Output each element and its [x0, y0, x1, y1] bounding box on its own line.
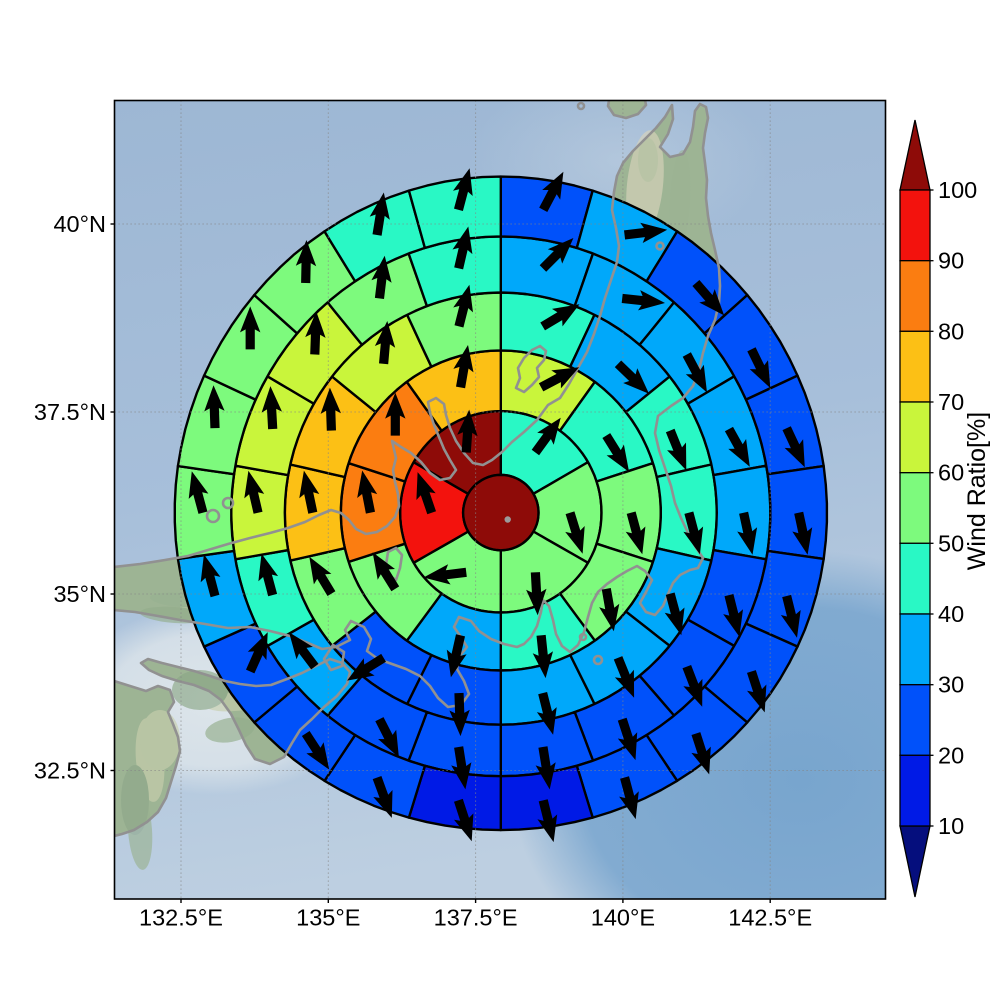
svg-text:35°N: 35°N	[53, 581, 106, 607]
svg-text:132.5°E: 132.5°E	[139, 905, 223, 931]
svg-text:70: 70	[938, 389, 964, 415]
svg-text:60: 60	[938, 460, 964, 486]
svg-text:20: 20	[938, 742, 964, 768]
svg-text:Wind Ratio[%]: Wind Ratio[%]	[963, 412, 991, 570]
svg-text:135°E: 135°E	[296, 905, 360, 931]
svg-text:142.5°E: 142.5°E	[728, 905, 812, 931]
svg-text:90: 90	[938, 248, 964, 274]
svg-text:30: 30	[938, 672, 964, 698]
svg-text:100: 100	[938, 177, 977, 203]
svg-text:40: 40	[938, 601, 964, 627]
svg-text:140°E: 140°E	[591, 905, 655, 931]
svg-text:40°N: 40°N	[53, 211, 106, 237]
svg-text:137.5°E: 137.5°E	[434, 905, 518, 931]
svg-text:80: 80	[938, 318, 964, 344]
svg-text:50: 50	[938, 530, 964, 556]
svg-text:10: 10	[938, 813, 964, 839]
svg-text:37.5°N: 37.5°N	[34, 399, 106, 425]
svg-text:32.5°N: 32.5°N	[34, 758, 106, 784]
